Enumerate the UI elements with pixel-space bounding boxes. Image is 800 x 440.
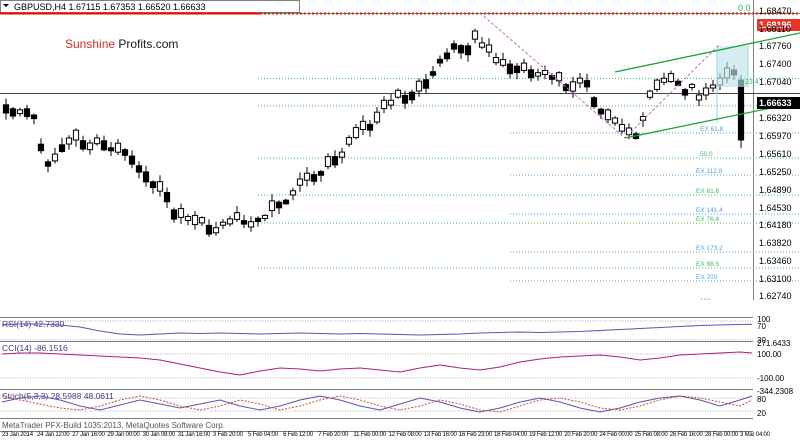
svg-text:50.0: 50.0 — [700, 151, 713, 158]
svg-text:EX 76.4: EX 76.4 — [696, 216, 720, 223]
svg-text:100: 100 — [700, 298, 711, 300]
svg-text:0.0: 0.0 — [738, 3, 751, 13]
svg-text:EX 61.8: EX 61.8 — [700, 126, 724, 133]
svg-text:EX 200: EX 200 — [696, 274, 718, 281]
svg-text:EX 141.4: EX 141.4 — [696, 207, 723, 214]
svg-text:EX 61.8: EX 61.8 — [696, 188, 720, 195]
svg-text:EX 112.8: EX 112.8 — [696, 168, 723, 175]
svg-text:EX 88.5: EX 88.5 — [696, 261, 720, 268]
svg-text:EX 173.2: EX 173.2 — [696, 245, 723, 252]
